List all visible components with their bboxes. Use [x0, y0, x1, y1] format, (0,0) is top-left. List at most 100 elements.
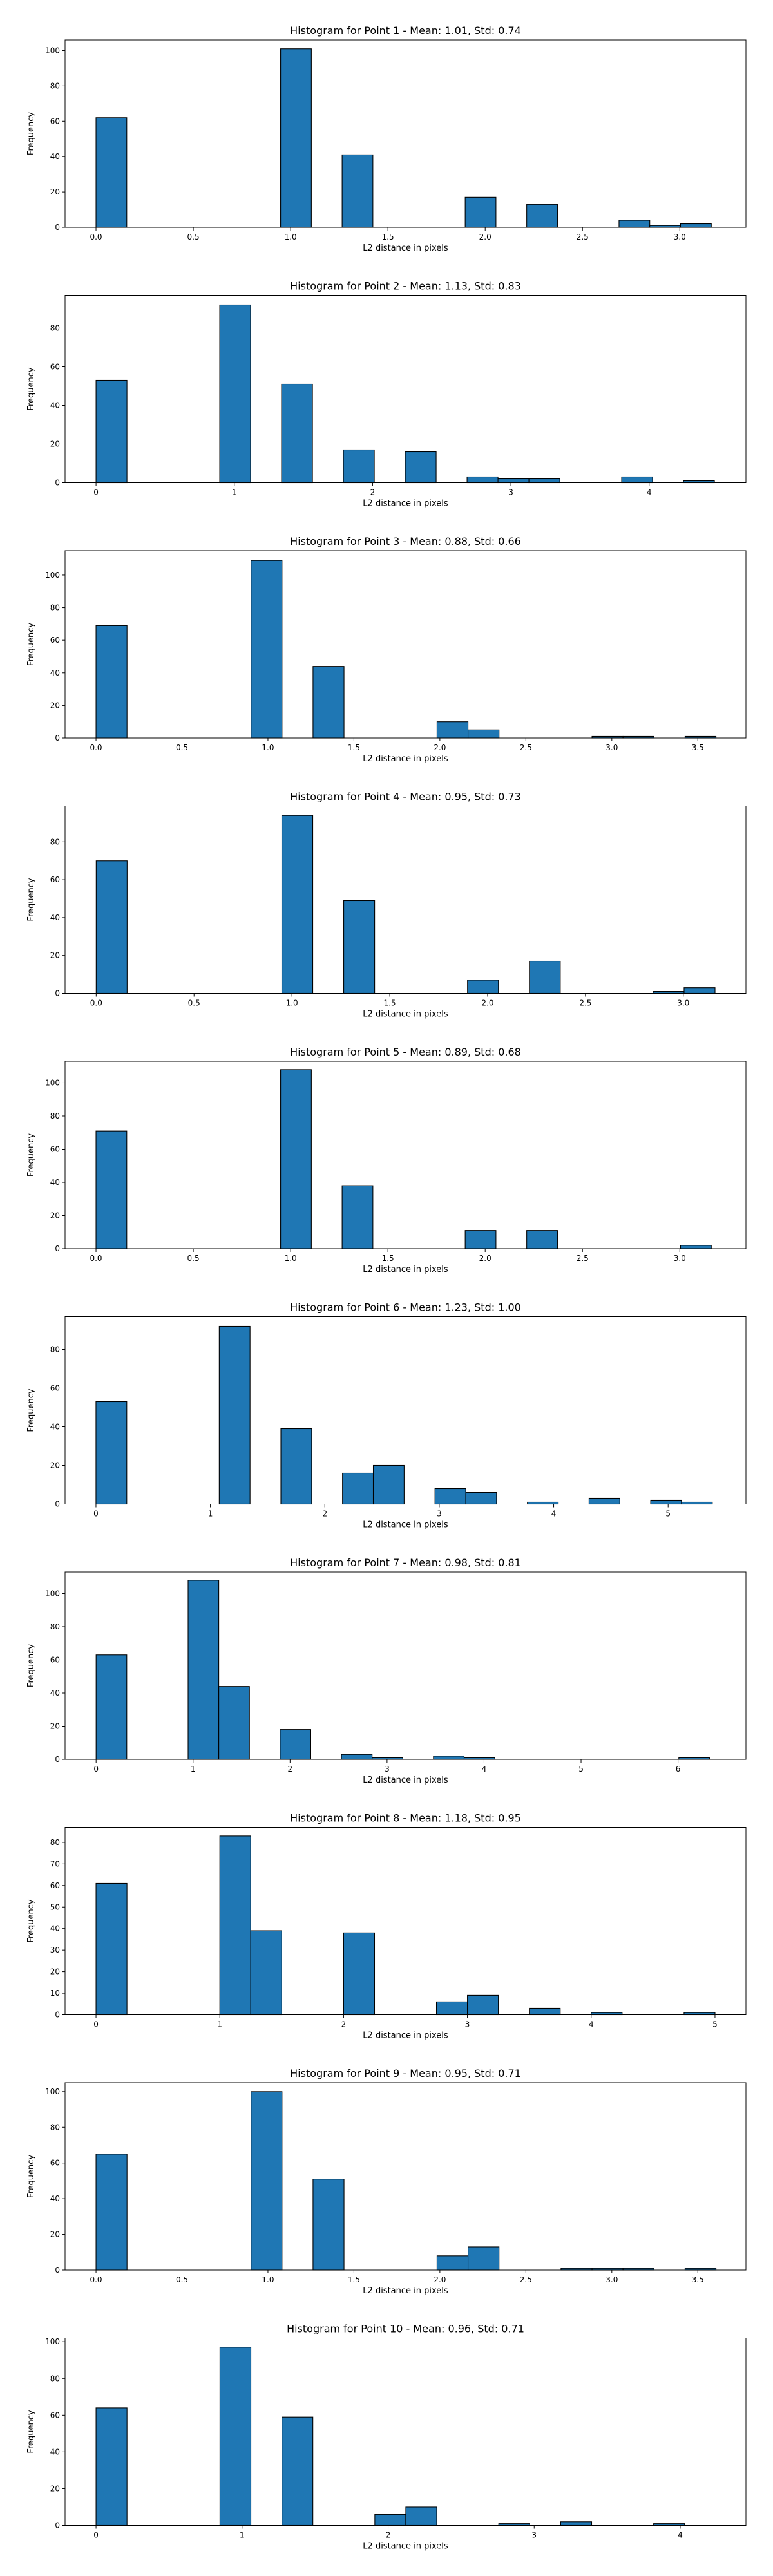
- histogram-bar: [95, 2154, 128, 2271]
- y-tick-label: 100: [45, 2337, 60, 2346]
- y-tick-label: 40: [50, 2194, 60, 2203]
- y-tick-label: 70: [50, 1859, 60, 1868]
- x-tick-label: 2: [386, 2531, 391, 2540]
- x-tick-label: 1.5: [348, 743, 360, 752]
- x-axis-label: L2 distance in pixels: [363, 499, 448, 509]
- histogram-bar: [343, 900, 376, 994]
- x-tick-label: 2: [341, 2020, 347, 2029]
- histogram-bar: [467, 2246, 500, 2271]
- x-tick-label: 1: [217, 2020, 222, 2029]
- x-tick-label: 2.0: [479, 232, 491, 242]
- x-tick-label: 3: [385, 1765, 390, 1774]
- axes-frame: [64, 1827, 747, 2015]
- y-tick-label: 0: [55, 223, 60, 232]
- x-tick-label: 3.0: [674, 1254, 686, 1263]
- chart-title: Histogram for Point 4 - Mean: 0.95, Std:…: [290, 791, 521, 803]
- histogram-bar: [280, 1729, 311, 1760]
- chart-title: Histogram for Point 6 - Mean: 1.23, Std:…: [290, 1302, 521, 1314]
- x-tick-label: 5: [665, 1510, 671, 1519]
- y-tick-label: 60: [50, 2410, 60, 2420]
- histogram-panel-6: Histogram for Point 6 - Mean: 1.23, Std:…: [26, 1302, 747, 1530]
- chart-title: Histogram for Point 3 - Mean: 0.88, Std:…: [290, 535, 521, 547]
- y-axis-label: Frequency: [26, 623, 36, 666]
- y-axis-label: Frequency: [26, 112, 36, 155]
- y-axis-label: Frequency: [26, 367, 36, 410]
- x-tick-label: 0: [93, 2531, 99, 2540]
- y-tick-label: 100: [45, 1589, 60, 1598]
- histogram-bar: [251, 2091, 283, 2271]
- histogram-bar: [218, 1325, 251, 1505]
- x-axis-label: L2 distance in pixels: [363, 754, 448, 764]
- x-tick-label: 3.5: [692, 2275, 704, 2284]
- x-axis-label: L2 distance in pixels: [363, 1776, 448, 1785]
- y-tick-label: 80: [50, 324, 60, 333]
- y-tick-label: 0: [55, 2521, 60, 2530]
- x-tick-label: 0.5: [188, 999, 200, 1008]
- histogram-bar: [436, 721, 469, 739]
- x-tick-label: 0.5: [187, 1254, 200, 1263]
- y-tick-label: 60: [50, 636, 60, 645]
- histogram-bar: [436, 2255, 469, 2271]
- y-tick-label: 40: [50, 1178, 60, 1187]
- axes-frame: [64, 295, 747, 483]
- histogram-bar: [95, 1130, 128, 1249]
- y-tick-label: 0: [55, 478, 60, 488]
- histogram-bar: [529, 2007, 561, 2016]
- x-tick-label: 1: [240, 2531, 245, 2540]
- y-tick-label: 20: [50, 951, 60, 960]
- histogram-bar: [343, 449, 375, 484]
- histogram-panel-5: Histogram for Point 5 - Mean: 0.89, Std:…: [26, 1046, 747, 1274]
- x-tick-label: 1.0: [285, 232, 297, 242]
- histogram-bar: [683, 2012, 716, 2016]
- y-tick-label: 0: [55, 1500, 60, 1509]
- y-tick-label: 80: [50, 2123, 60, 2132]
- y-tick-label: 20: [50, 1967, 60, 1976]
- y-tick-label: 50: [50, 1902, 60, 1911]
- y-axis-label: Frequency: [26, 1388, 36, 1432]
- axes-frame: [64, 1061, 747, 1249]
- y-axis-label: Frequency: [26, 2410, 36, 2453]
- histogram-bar: [467, 1994, 499, 2016]
- histogram-bar: [434, 1488, 466, 1505]
- x-tick-label: 4: [482, 1765, 487, 1774]
- histogram-bar: [282, 2416, 314, 2526]
- x-tick-label: 3.0: [606, 743, 618, 752]
- x-tick-label: 2.0: [434, 743, 446, 752]
- y-tick-label: 40: [50, 668, 60, 677]
- y-tick-label: 100: [45, 571, 60, 580]
- x-tick-label: 5: [712, 2020, 718, 2029]
- x-axis-label: L2 distance in pixels: [363, 1010, 448, 1019]
- y-tick-label: 20: [50, 187, 60, 196]
- y-tick-label: 20: [50, 1211, 60, 1220]
- histogram-panel-10: Histogram for Point 10 - Mean: 0.96, Std…: [26, 2323, 747, 2552]
- y-tick-label: 60: [50, 1384, 60, 1393]
- chart-title: Histogram for Point 9 - Mean: 0.95, Std:…: [290, 2067, 521, 2079]
- x-tick-label: 2.5: [520, 743, 532, 752]
- histogram-bar: [467, 729, 500, 739]
- x-tick-label: 1.5: [382, 232, 394, 242]
- x-tick-label: 3.5: [692, 743, 704, 752]
- histogram-bar: [466, 476, 499, 484]
- histogram-bar: [405, 451, 437, 484]
- histogram-bar: [591, 2012, 623, 2016]
- histogram-bar: [341, 154, 374, 228]
- x-tick-label: 2.0: [481, 999, 493, 1008]
- x-tick-label: 0: [93, 1765, 99, 1774]
- x-tick-label: 1: [208, 1510, 213, 1519]
- histogram-bar: [680, 223, 712, 228]
- histogram-bar: [280, 48, 312, 228]
- y-tick-label: 80: [50, 81, 60, 90]
- x-axis-label: L2 distance in pixels: [363, 1265, 448, 1274]
- histogram-bar: [341, 1185, 374, 1249]
- histogram-bar: [281, 383, 313, 484]
- x-tick-label: 1: [232, 488, 237, 497]
- x-tick-label: 1.0: [285, 1254, 297, 1263]
- axes-frame: [64, 39, 747, 228]
- y-tick-label: 60: [50, 1655, 60, 1664]
- y-tick-label: 80: [50, 1622, 60, 1631]
- x-tick-label: 3: [531, 2531, 537, 2540]
- histogram-bar: [219, 1835, 251, 2016]
- y-tick-label: 80: [50, 603, 60, 612]
- histogram-bar: [312, 666, 345, 739]
